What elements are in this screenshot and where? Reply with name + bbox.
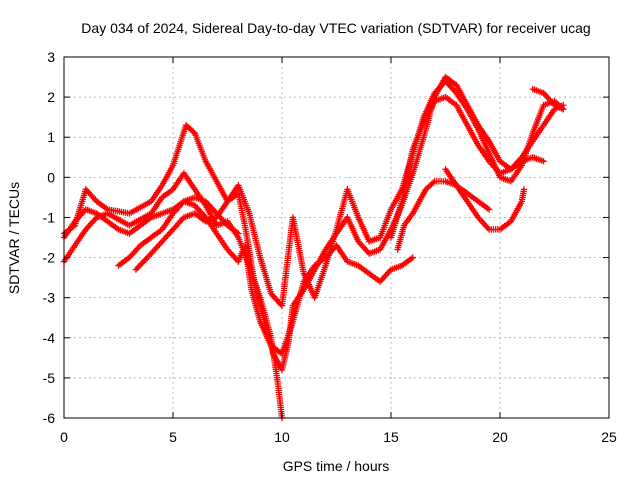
- y-tick-label: -4: [43, 330, 56, 346]
- y-axis-title: SDTVAR / TECUs: [6, 182, 22, 294]
- x-tick-label: 25: [601, 429, 617, 445]
- x-tick-label: 5: [169, 429, 177, 445]
- y-tick-label: 2: [47, 89, 55, 105]
- data-point-marker: [560, 105, 567, 113]
- series-4: [115, 198, 416, 358]
- data-point-marker: [190, 128, 197, 136]
- x-axis-title: GPS time / hours: [283, 458, 390, 474]
- data-point-marker: [540, 158, 547, 165]
- y-tick-label: -6: [43, 410, 56, 426]
- y-tick-label: 1: [47, 129, 55, 145]
- x-tick-label: 15: [383, 429, 399, 445]
- data-marks: [60, 73, 567, 422]
- series-9: [529, 85, 567, 113]
- series-8: [442, 166, 528, 233]
- series-3: [60, 194, 242, 241]
- data-point-marker: [235, 230, 242, 237]
- y-tick-label: -3: [43, 290, 56, 306]
- y-tick-label: 0: [47, 169, 55, 185]
- y-tick-label: 3: [47, 49, 55, 65]
- data-point-marker: [409, 254, 416, 261]
- data-point-marker: [429, 179, 437, 186]
- data-point-marker: [520, 186, 528, 193]
- series-6: [387, 93, 547, 241]
- axis-ticks: 0 5 10 15 20 25 -6 -5 -4 -3 -2 -1 0 1 2 3: [43, 49, 617, 445]
- x-tick-label: 0: [60, 429, 68, 445]
- x-tick-label: 10: [274, 429, 290, 445]
- data-point-marker: [485, 206, 493, 213]
- chart-title: Day 034 of 2024, Sidereal Day-to-day VTE…: [81, 20, 590, 36]
- x-tick-label: 20: [492, 429, 508, 445]
- y-tick-label: -1: [43, 209, 56, 225]
- plot-frame: [63, 56, 610, 419]
- y-tick-label: -2: [43, 250, 56, 266]
- y-tick-label: -5: [43, 370, 56, 386]
